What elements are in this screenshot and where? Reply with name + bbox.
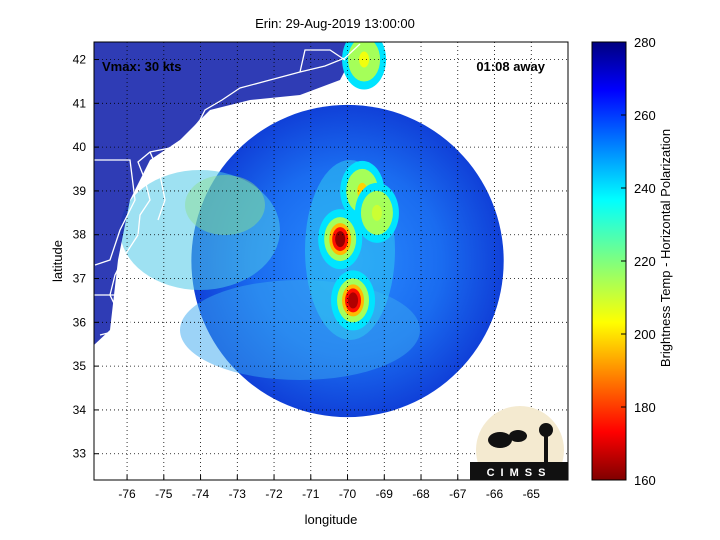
x-axis-ticks: -76 -75 -74 -73 -72 -71 -70 -69 -68 -67 -66 -65 bbox=[118, 475, 540, 501]
x-tick-label: -76 bbox=[118, 487, 136, 501]
x-tick-label: -67 bbox=[449, 487, 467, 501]
cold-cores bbox=[318, 42, 399, 331]
cold-core-2 bbox=[342, 42, 387, 90]
time-offset-annotation: 01:08 away bbox=[476, 59, 545, 74]
y-axis-ticks: 33 34 35 36 37 38 39 40 41 42 bbox=[73, 53, 99, 461]
y-tick-label: 39 bbox=[73, 184, 87, 198]
colorbar-label: Brightness Temp - Horizontal Polarizatio… bbox=[658, 129, 673, 367]
y-tick-label: 37 bbox=[73, 272, 87, 286]
colorbar-tick-label: 160 bbox=[634, 473, 656, 488]
x-tick-label: -70 bbox=[339, 487, 357, 501]
y-tick-label: 34 bbox=[73, 403, 87, 417]
x-tick-label: -71 bbox=[302, 487, 320, 501]
grid-lines bbox=[94, 42, 568, 480]
x-tick-label: -74 bbox=[192, 487, 210, 501]
land-region bbox=[94, 42, 360, 345]
x-tick-label: -68 bbox=[412, 487, 430, 501]
plot-frame bbox=[93, 41, 569, 481]
vmax-annotation: Vmax: 30 kts bbox=[102, 59, 182, 74]
x-tick-label: -72 bbox=[265, 487, 283, 501]
colorbar bbox=[591, 41, 627, 481]
cold-core-contour bbox=[359, 51, 370, 68]
colorbar-tick-label: 240 bbox=[634, 181, 656, 196]
x-tick-label: -73 bbox=[229, 487, 247, 501]
colorbar-tick-label: 260 bbox=[634, 108, 656, 123]
cold-core-contour bbox=[348, 292, 359, 309]
y-tick-label: 41 bbox=[73, 96, 87, 110]
y-tick-label: 33 bbox=[73, 447, 87, 461]
cold-core-contour bbox=[371, 204, 382, 221]
cold-core-1 bbox=[331, 270, 376, 331]
y-tick-label: 36 bbox=[73, 315, 87, 329]
chart-title: Erin: 29-Aug-2019 13:00:00 bbox=[255, 16, 415, 31]
cold-core-contour bbox=[335, 231, 346, 248]
x-tick-label: -65 bbox=[523, 487, 541, 501]
colorbar-tick-label: 200 bbox=[634, 327, 656, 342]
coastline bbox=[94, 43, 361, 371]
cimss-logo: CIMSS bbox=[470, 406, 568, 480]
x-axis-label: longitude bbox=[305, 512, 358, 527]
logo-text: CIMSS bbox=[487, 467, 552, 479]
y-tick-label: 38 bbox=[73, 228, 87, 242]
y-tick-label: 42 bbox=[73, 53, 87, 67]
x-tick-label: -69 bbox=[376, 487, 394, 501]
cold-core-0 bbox=[318, 209, 363, 270]
warm-band-west-2 bbox=[185, 175, 265, 235]
swath-layer bbox=[94, 42, 504, 418]
x-tick-label: -66 bbox=[486, 487, 504, 501]
cold-core-4 bbox=[354, 182, 399, 243]
x-tick-label: -75 bbox=[155, 487, 173, 501]
y-tick-label: 35 bbox=[73, 359, 87, 373]
warm-band-west bbox=[120, 170, 280, 290]
colorbar-tick-label: 280 bbox=[634, 35, 656, 50]
colorbar-tick-label: 180 bbox=[634, 400, 656, 415]
y-axis-label: latitude bbox=[50, 240, 65, 282]
colorbar-ticks: 160 180 200 220 240 260 280 bbox=[621, 35, 656, 488]
colorbar-tick-label: 220 bbox=[634, 254, 656, 269]
y-tick-label: 40 bbox=[73, 140, 87, 154]
